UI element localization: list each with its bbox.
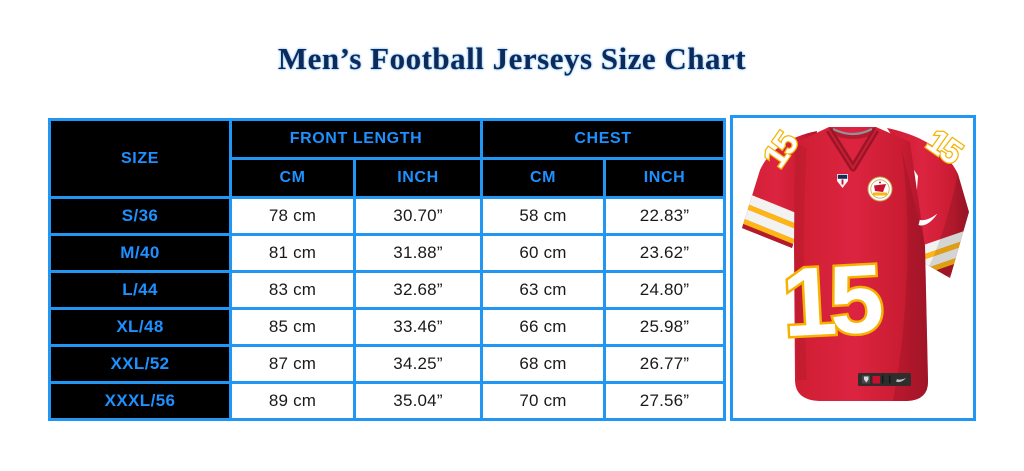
chest-cm-cell: 60 cm [480,233,606,273]
size-column-header: SIZE [48,118,232,199]
table-body: S/36 78 cm 30.70” 58 cm 22.83” M/40 81 c… [48,196,727,421]
chest-inch-cell: 24.80” [602,270,727,310]
chest-cm-cell: 68 cm [480,344,606,384]
size-label-cell: L/44 [48,270,232,310]
table-row: XXL/52 87 cm 34.25” 68 cm 26.77” [48,344,727,384]
table-row: M/40 81 cm 31.88” 60 cm 23.62” [48,233,727,273]
jersey-illustration: 15 15 [742,120,971,401]
front-length-inch-header: INCH [353,157,483,199]
page-title: Men’s Football Jerseys Size Chart [277,41,747,76]
chest-inch-cell: 23.62” [602,233,727,273]
chest-inch-cell: 22.83” [602,196,727,236]
size-label-cell: XXL/52 [48,344,232,384]
front-length-cm-cell: 81 cm [229,233,356,273]
table-row: XXXL/56 89 cm 35.04” 70 cm 27.56” [48,381,727,421]
chest-inch-cell: 25.98” [602,307,727,347]
front-length-inch-cell: 33.46” [353,307,483,347]
nike-swoosh-icon [918,213,938,226]
table-row: L/44 83 cm 32.68” 63 cm 24.80” [48,270,727,310]
table-row: XL/48 85 cm 33.46” 66 cm 25.98” [48,307,727,347]
table-row: S/36 78 cm 30.70” 58 cm 22.83” [48,196,727,236]
chest-cm-cell: 70 cm [480,381,606,421]
front-length-inch-cell: 35.04” [353,381,483,421]
chest-cm-cell: 58 cm [480,196,606,236]
chest-inch-cell: 26.77” [602,344,727,384]
size-label-cell: S/36 [48,196,232,236]
chest-cm-cell: 63 cm [480,270,606,310]
front-length-inch-cell: 31.88” [353,233,483,273]
front-length-cm-cell: 85 cm [229,307,356,347]
size-chart-table: SIZE FRONT LENGTH CHEST CM INCH CM INCH … [48,118,727,421]
front-length-cm-cell: 83 cm [229,270,356,310]
size-label-cell: M/40 [48,233,232,273]
jersey-torso [794,127,929,401]
front-length-cm-cell: 78 cm [229,196,356,236]
size-label-cell: XL/48 [48,307,232,347]
jock-tag [858,373,911,386]
jersey-collar [826,127,879,172]
front-length-cm-cell: 89 cm [229,381,356,421]
chest-group-header: CHEST [479,118,727,160]
front-length-inch-cell: 32.68” [353,270,483,310]
front-length-inch-cell: 34.25” [353,344,483,384]
nfl-shield-icon [837,174,848,188]
chest-inch-cell: 27.56” [602,381,727,421]
team-patch-icon [867,176,893,202]
front-length-inch-cell: 30.70” [353,196,483,236]
size-label-cell: XXXL/56 [48,381,232,421]
chest-cm-cell: 66 cm [480,307,606,347]
front-length-cm-header: CM [229,157,356,199]
front-length-group-header: FRONT LENGTH [229,118,483,160]
front-length-cm-cell: 87 cm [229,344,356,384]
chest-cm-header: CM [480,157,606,199]
chest-inch-header: INCH [602,157,727,199]
jersey-product-image: 15 15 [730,115,976,421]
chest-number: 15 [780,243,885,357]
